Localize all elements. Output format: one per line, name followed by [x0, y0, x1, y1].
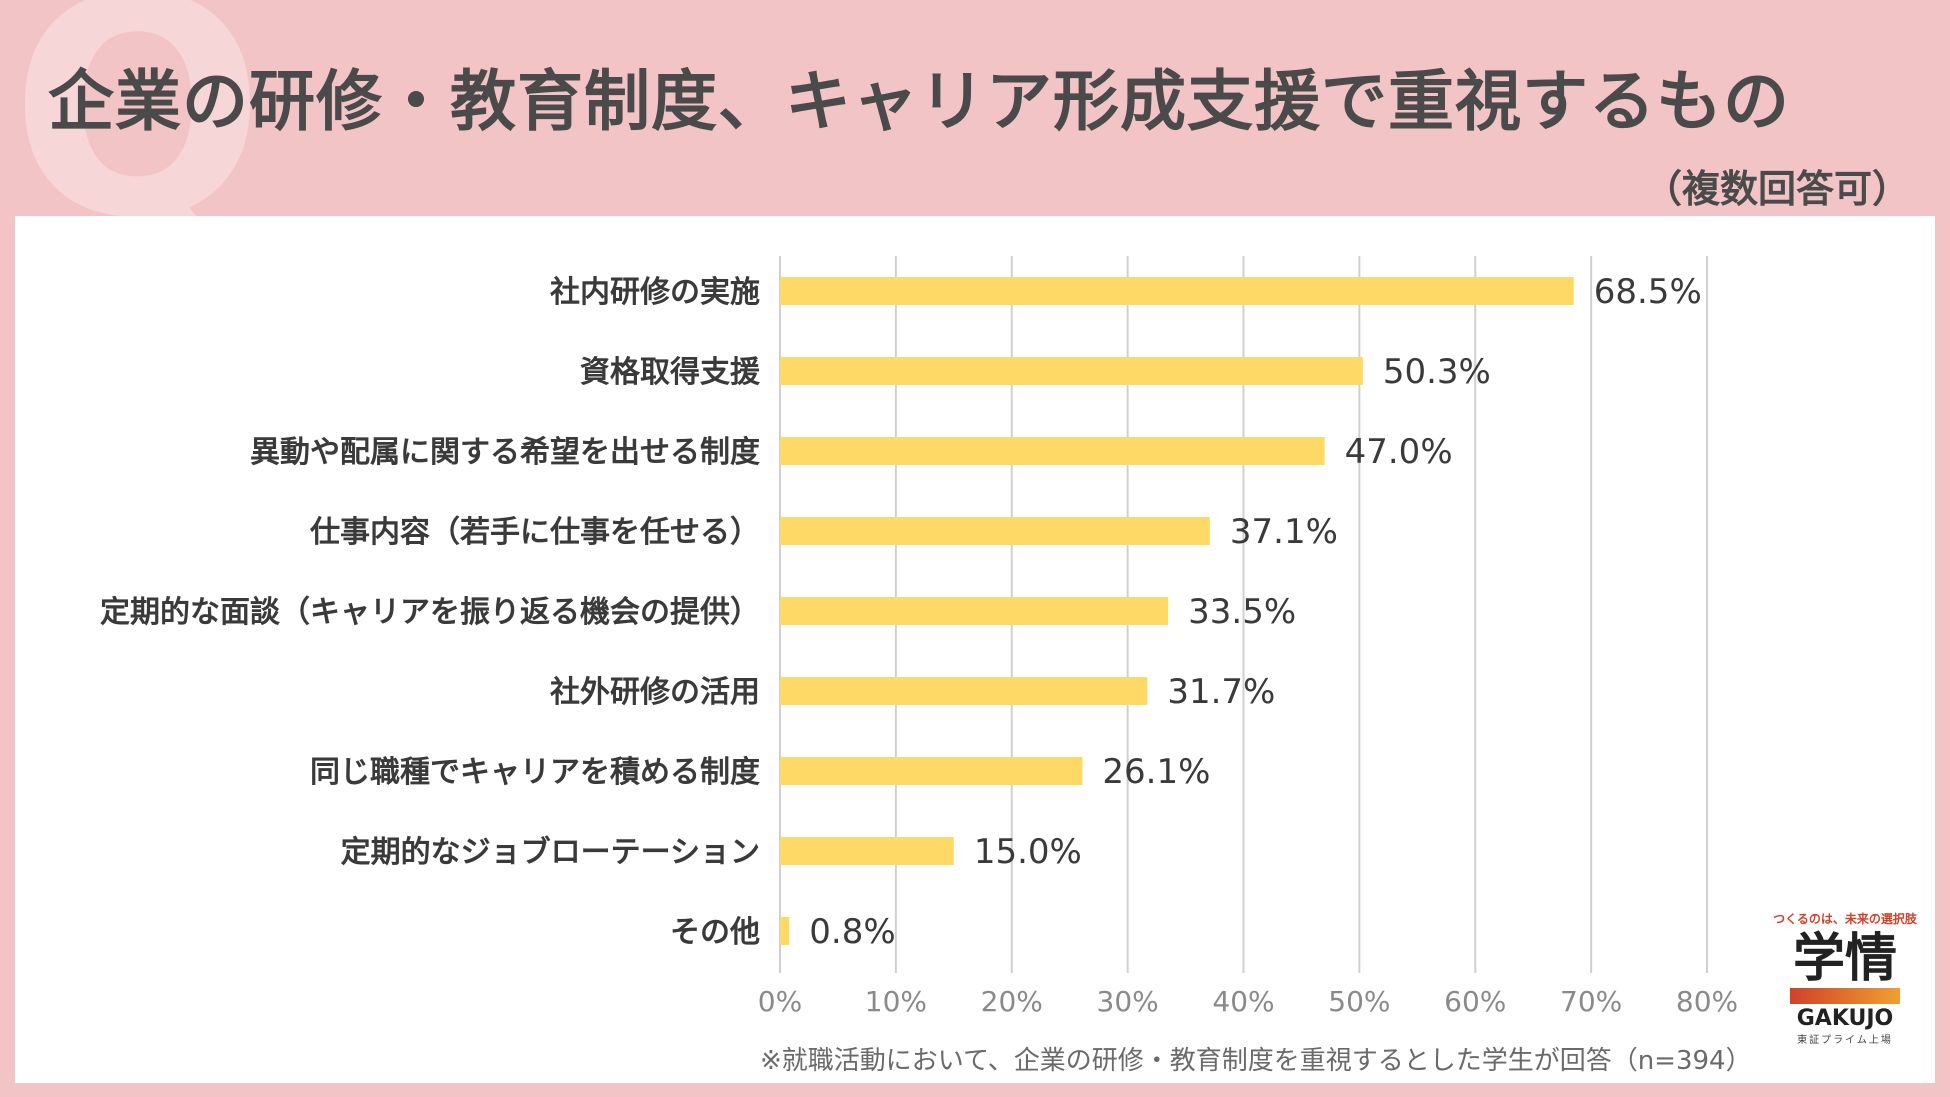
- chart-panel: 0% 10% 20% 30% 40% 50% 60% 70% 80% 社内研修の実施 68.5% 資格…: [15, 216, 1935, 1083]
- data-label: 0.8%: [809, 912, 895, 952]
- category-label: 定期的な面談（キャリアを振り返る機会の提供）: [100, 595, 760, 630]
- bar: [780, 597, 1169, 625]
- category-label: 社内研修の実施: [550, 275, 760, 310]
- bar: [780, 277, 1574, 305]
- x-tick-label: 10%: [865, 985, 927, 1018]
- logo-sub: 東証プライム上場: [1797, 1035, 1893, 1047]
- data-label: 26.1%: [1102, 752, 1210, 792]
- x-tick-label: 50%: [1328, 985, 1390, 1018]
- category-label: 定期的なジョブローテーション: [341, 835, 760, 870]
- category-label: 仕事内容（若手に仕事を任せる）: [309, 515, 760, 550]
- footnote: ※就職活動において、企業の研修・教育制度を重視するとした学生が回答（n=394）: [760, 1046, 1752, 1076]
- x-tick-label: 80%: [1676, 985, 1738, 1018]
- data-label: 31.7%: [1167, 672, 1275, 712]
- data-label: 68.5%: [1594, 272, 1702, 312]
- bar: [780, 917, 790, 945]
- bar: [780, 677, 1148, 705]
- bar: [780, 837, 954, 865]
- logo-english: GAKUJO: [1796, 1006, 1894, 1032]
- data-label: 47.0%: [1345, 432, 1453, 472]
- logo-tagline: つくるのは、未来の選択肢: [1773, 912, 1917, 926]
- x-tick-label: 70%: [1560, 985, 1622, 1018]
- category-label: その他: [670, 915, 760, 950]
- logo-bar: [1790, 988, 1900, 1005]
- x-tick-label: 60%: [1444, 985, 1506, 1018]
- x-tick-label: 40%: [1212, 985, 1274, 1018]
- data-label: 33.5%: [1188, 592, 1296, 632]
- bar: [780, 757, 1083, 785]
- x-tick-label: 20%: [981, 985, 1043, 1018]
- gakujo-logo: つくるのは、未来の選択肢 学情 GAKUJO 東証プライム上場: [1760, 910, 1930, 1070]
- bar: [780, 437, 1325, 465]
- logo-main-text: 学情: [1792, 929, 1897, 989]
- category-label: 資格取得支援: [580, 355, 761, 390]
- bar: [780, 517, 1210, 545]
- page-subtitle: （複数回答可）: [1643, 167, 1910, 211]
- data-label: 15.0%: [974, 832, 1082, 872]
- data-label: 50.3%: [1383, 352, 1491, 392]
- bar-chart: 0% 10% 20% 30% 40% 50% 60% 70% 80% 社内研修の実施 68.5% 資格…: [100, 256, 1738, 1018]
- category-label: 同じ職種でキャリアを積める制度: [310, 755, 760, 790]
- bar: [780, 357, 1363, 385]
- category-label: 異動や配属に関する希望を出せる制度: [250, 435, 760, 470]
- x-tick-label: 0%: [758, 985, 802, 1018]
- x-tick-label: 30%: [1097, 985, 1159, 1018]
- page-title: 企業の研修・教育制度、キャリア形成支援で重視するもの: [48, 63, 1790, 140]
- data-label: 37.1%: [1230, 512, 1338, 552]
- category-label: 社外研修の活用: [550, 675, 760, 710]
